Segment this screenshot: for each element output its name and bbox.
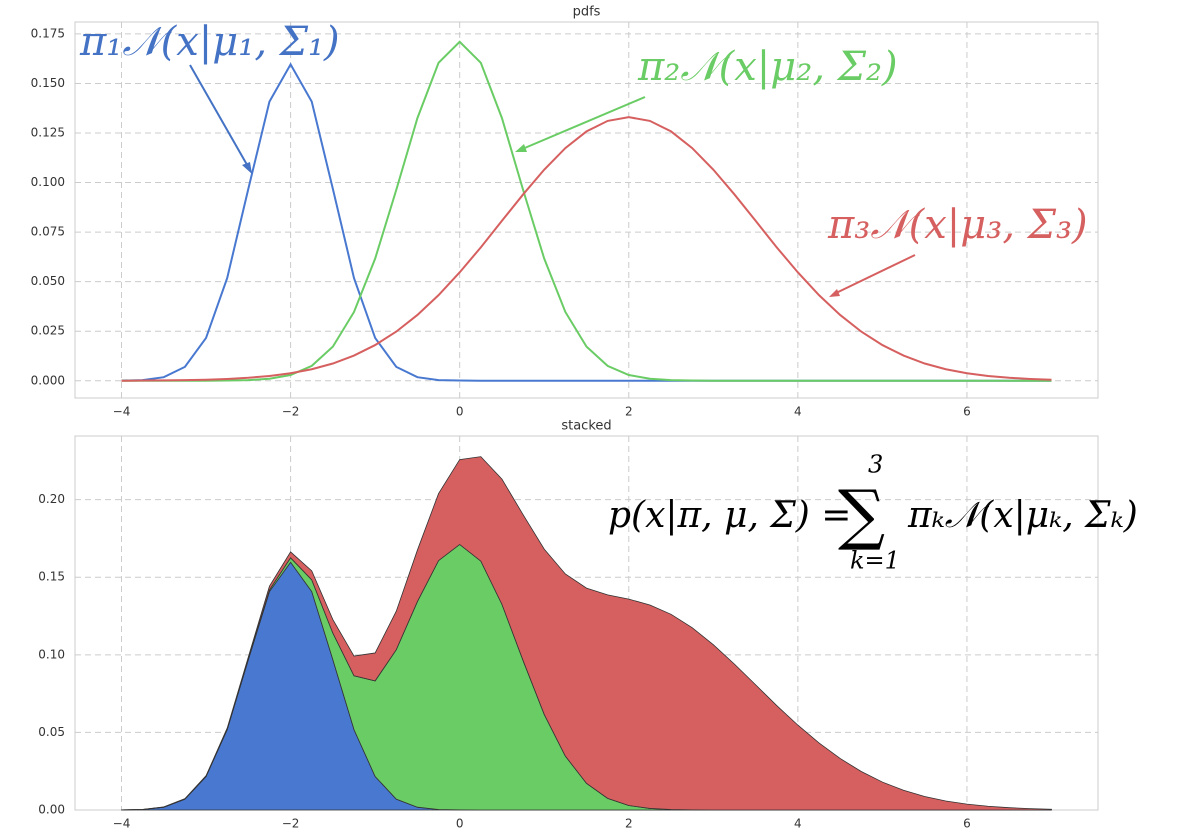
arrow-head [242,162,252,174]
stacked-area [121,456,1052,811]
x-tick-label: −2 [282,817,300,831]
y-tick-label: 0.175 [31,26,65,40]
annotation: πₖ𝒩(x|μₖ, Σₖ) [907,495,1138,536]
arrow [833,254,916,295]
x-tick-label: 4 [794,405,802,419]
x-tick-label: 4 [794,817,802,831]
y-tick-label: 0.000 [31,373,65,387]
x-tick-label: 2 [625,405,633,419]
x-tick-label: 6 [963,405,971,419]
y-tick-label: 0.100 [31,175,65,189]
chart-title: pdfs [573,5,601,20]
arrow-head [515,144,527,152]
y-tick-label: 0.20 [38,492,65,506]
pdf-line [121,40,1052,382]
y-tick-label: 0.05 [38,725,65,739]
subplot: stacked 0.00 0.05 0.10 0.15 0.20 −4 −2 0 2 4 6 p(x|π… [38,419,1138,831]
arrow-head [829,289,840,297]
annotation: π₁𝒩(x|μ₁, Σ₁) [79,19,340,65]
arrow [189,64,251,171]
x-tick-label: 0 [456,817,464,831]
y-tick-label: 0.10 [38,647,65,661]
x-tick-label: 2 [625,817,633,831]
x-tick-label: −4 [113,405,131,419]
y-tick-label: 0.15 [38,570,65,584]
x-tick-label: −4 [113,817,131,831]
y-tick-label: 0.075 [31,225,65,239]
annotation: ∑ [838,476,885,553]
annotation: π₂𝒩(x|μ₂, Σ₂) [637,44,898,90]
annotation: 3 [868,451,883,479]
arrow [519,96,646,151]
annotation: k=1 [850,547,900,575]
y-tick-label: 0.025 [31,324,65,338]
x-tick-label: −2 [282,405,300,419]
subplot: pdfs 0.000 0.025 0.050 0.075 0.100 0.125 0.150 0… [31,5,1099,419]
y-tick-label: 0.00 [38,803,65,817]
annotation-arrows [189,64,916,297]
x-tick-label: 6 [963,817,971,831]
pdf-line [121,116,1052,382]
x-tick-label: 0 [456,405,464,419]
y-tick-label: 0.125 [31,125,65,139]
plot-area [74,21,1099,399]
annotation: p(x|π, μ, Σ) = [608,495,851,536]
chart-title: stacked [561,419,611,434]
y-tick-label: 0.150 [31,76,65,90]
annotation: π₃𝒩(x|μ₃, Σ₃) [827,202,1088,248]
y-tick-label: 0.050 [31,274,65,288]
